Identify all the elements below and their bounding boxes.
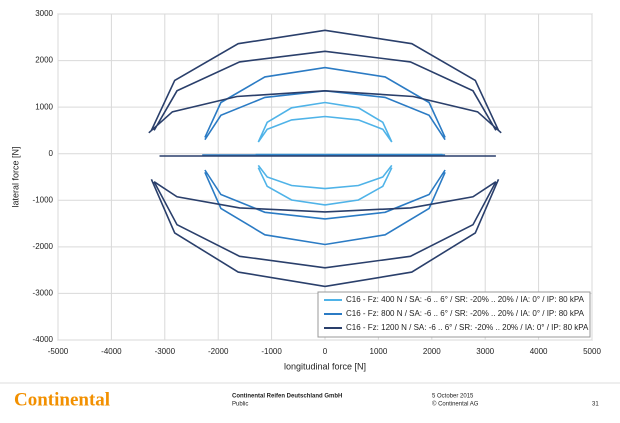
x-tick-label: 5000	[583, 347, 601, 356]
classification: Public	[232, 402, 248, 408]
logo: Continental	[14, 389, 110, 410]
x-tick-label: -1000	[261, 347, 282, 356]
y-tick-label: -2000	[33, 242, 54, 251]
x-tick-label: -3000	[155, 347, 176, 356]
x-tick-label: -5000	[48, 347, 69, 356]
y-tick-label: 1000	[35, 102, 53, 111]
legend-label: C16 - Fz: 1200 N / SA: -6 .. 6° / SR: -2…	[346, 323, 589, 332]
legend: C16 - Fz: 400 N / SA: -6 .. 6° / SR: -20…	[317, 291, 591, 338]
x-tick-label: 3000	[476, 347, 494, 356]
x-tick-label: 1000	[370, 347, 388, 356]
company: Continental Reifen Deutschland GmbH	[232, 394, 342, 400]
y-tick-label: 0	[49, 149, 54, 158]
x-axis-label: longitudinal force [N]	[284, 361, 366, 371]
y-tick-label: -1000	[33, 195, 54, 204]
y-tick-label: 3000	[35, 9, 53, 18]
legend-label: C16 - Fz: 400 N / SA: -6 .. 6° / SR: -20…	[346, 295, 585, 304]
x-tick-label: 0	[323, 347, 328, 356]
legend-label: C16 - Fz: 800 N / SA: -6 .. 6° / SR: -20…	[346, 309, 585, 318]
y-tick-label: 2000	[35, 56, 53, 65]
x-tick-label: 4000	[530, 347, 548, 356]
x-tick-label: -2000	[208, 347, 229, 356]
series-line	[148, 29, 502, 288]
y-axis-label: lateral force [N]	[10, 146, 20, 207]
x-tick-label: -4000	[101, 347, 122, 356]
y-tick-label: -3000	[33, 289, 54, 298]
legend-box	[317, 291, 591, 338]
date: 5 October 2015	[432, 394, 474, 400]
copyright: © Continental AG	[432, 401, 479, 408]
page-number: 31	[592, 402, 599, 408]
y-tick-label: -4000	[33, 335, 54, 344]
x-tick-label: 2000	[423, 347, 441, 356]
